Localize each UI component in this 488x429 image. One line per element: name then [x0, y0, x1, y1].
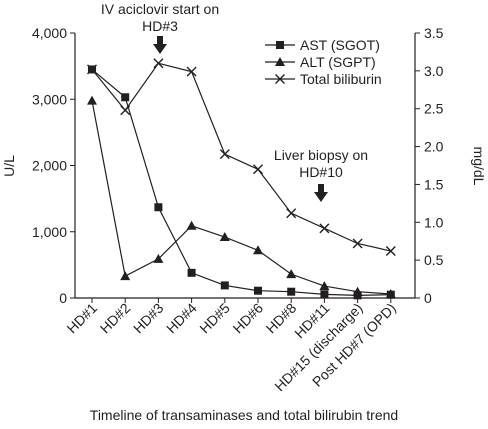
- data-point-triangle: [319, 281, 330, 291]
- y-axis-label-right: mg/dL: [471, 147, 487, 186]
- data-point-triangle: [352, 286, 363, 296]
- data-point-triangle: [153, 253, 164, 263]
- data-point-x: [286, 208, 297, 219]
- data-point-x: [253, 164, 263, 175]
- legend-marker: [276, 41, 284, 49]
- y-tick-label-right: 2.5: [424, 101, 444, 117]
- y-tick-label-left: 4,000: [32, 25, 67, 41]
- right-axis-ticks: 0 0.5 1.0 1.5 2.0 2.5 3.0 3.5: [415, 25, 444, 306]
- data-point-x: [186, 66, 197, 77]
- series-line-triangle: [91, 100, 391, 295]
- y-tick-label-left: 2,000: [32, 158, 67, 174]
- legend-marker: [275, 57, 285, 66]
- series-line-x: [91, 62, 391, 252]
- data-point-square: [121, 93, 130, 102]
- y-tick-label-left: 3,000: [32, 91, 67, 107]
- series-x: [87, 58, 396, 257]
- data-point-triangle: [219, 232, 230, 242]
- arrow-down-icon: [153, 36, 167, 54]
- y-tick-label-right: 2.0: [424, 139, 444, 155]
- data-point-x: [153, 58, 164, 69]
- data-point-square: [154, 203, 163, 212]
- data-point-triangle: [253, 245, 263, 255]
- y-tick-label-right: 0: [424, 290, 432, 306]
- series-triangle: [87, 95, 396, 299]
- y-tick-label-right: 3.0: [424, 63, 444, 79]
- series-line-square: [91, 68, 391, 296]
- x-axis-label: Timeline of transaminases and total bili…: [90, 407, 398, 423]
- data-point-x: [385, 246, 396, 257]
- data-point-triangle: [286, 269, 297, 279]
- data-point-x: [120, 105, 131, 116]
- y-tick-label-right: 1.0: [424, 214, 444, 230]
- data-point-square: [287, 287, 296, 296]
- data-point-triangle: [186, 220, 197, 230]
- data-point-square: [320, 290, 329, 299]
- arrow-down-icon: [314, 184, 328, 202]
- y-tick-label-right: 3.5: [424, 25, 444, 41]
- data-point-square: [254, 286, 262, 295]
- data-point-x: [319, 223, 330, 234]
- annotation-text: HD#3: [142, 18, 178, 34]
- legend-label: Total biliburin: [300, 71, 382, 87]
- data-point-x: [219, 149, 230, 160]
- x-tick-label: HD#5: [196, 300, 233, 337]
- data-point-x: [352, 238, 363, 249]
- x-tick-label: HD#1: [63, 300, 100, 337]
- data-point-square: [220, 281, 229, 290]
- x-tick-label: HD#6: [229, 300, 266, 337]
- y-tick-label-right: 0.5: [424, 252, 444, 268]
- data-point-triangle: [87, 95, 97, 105]
- legend-marker: [275, 74, 285, 84]
- y-axis-label-left: U/L: [1, 155, 17, 177]
- data-point-triangle: [120, 271, 131, 281]
- legend-label: ALT (SGPT): [300, 54, 376, 70]
- annotation-text: Liver biopsy on: [274, 147, 368, 163]
- legend-label: AST (SGOT): [300, 37, 380, 53]
- annotation-text: HD#10: [299, 164, 343, 180]
- y-tick-label-right: 1.5: [424, 176, 444, 192]
- x-tick-label: HD#4: [163, 300, 200, 337]
- series-square: [88, 65, 395, 300]
- x-tick-label: HD#3: [130, 300, 167, 337]
- y-tick-label-left: 1,000: [32, 224, 67, 240]
- left-axis-ticks: 0 1,000 2,000 3,000 4,000: [32, 25, 75, 306]
- data-point-x: [87, 64, 97, 75]
- x-tick-label: HD#2: [97, 300, 134, 337]
- y-tick-label-left: 0: [59, 290, 67, 306]
- annotation-text: IV aciclovir start on: [101, 1, 219, 17]
- data-point-triangle: [385, 289, 396, 299]
- legend: AST (SGOT)ALT (SGPT)Total biliburin: [265, 37, 382, 87]
- data-point-square: [187, 268, 196, 277]
- series-group: [87, 58, 396, 300]
